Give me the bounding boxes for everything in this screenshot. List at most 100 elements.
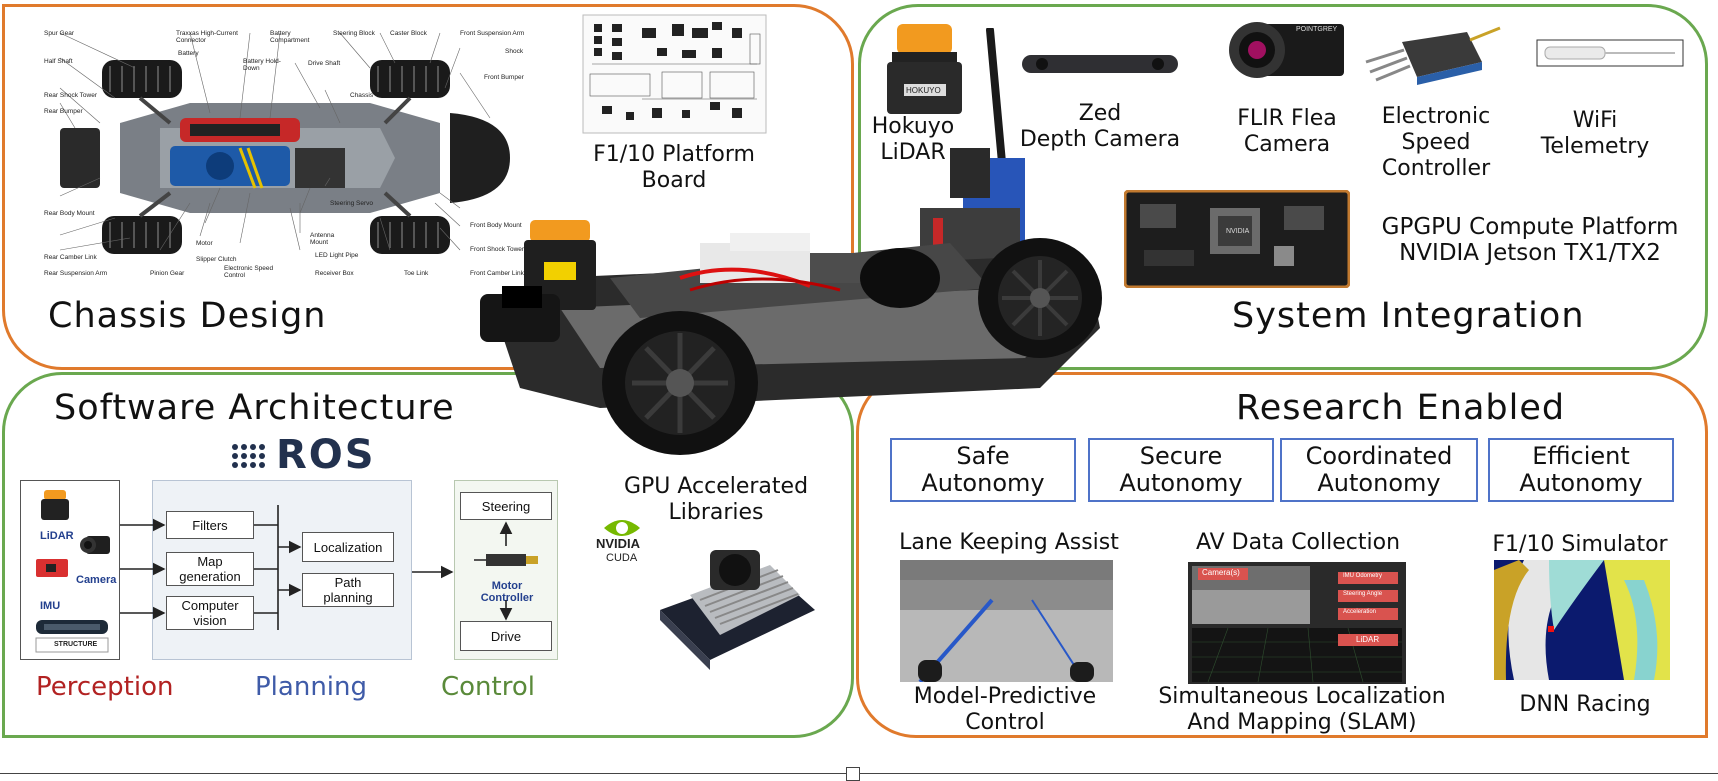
chassis-label: Steering Servo — [330, 200, 373, 207]
av-data-accel-tag: Acceleration — [1343, 609, 1377, 615]
gpgpu-label-line: NVIDIA Jetson TX1/TX2 — [1399, 240, 1661, 266]
dnn-caption-line: DNN Racing — [1519, 692, 1651, 717]
software-title: Software Architecture — [54, 388, 455, 428]
coordinated-autonomy-box: Coordinated Autonomy — [1280, 438, 1478, 502]
system-component-label: WiFi Telemetry — [1530, 108, 1660, 160]
chassis-label: Battery Hold-Down — [243, 58, 281, 72]
gpgpu-label: GPGPU Compute Platform NVIDIA Jetson TX1… — [1350, 214, 1710, 266]
nvidia-label: NVIDIA — [596, 536, 641, 551]
dnn-caption: DNN Racing — [1480, 692, 1690, 718]
chassis-label: Traxxas High-Current Connector — [176, 30, 238, 44]
slam-caption: Simultaneous Localization And Mapping (S… — [1130, 684, 1474, 736]
chassis-label: Rear Shock Tower — [44, 92, 97, 99]
research-box-line: Autonomy — [921, 469, 1045, 497]
system-component-label-line: LiDAR — [880, 140, 946, 165]
flir-camera-image — [1229, 22, 1344, 78]
av-data-caption: AV Data Collection — [1195, 530, 1401, 555]
research-box-line: Secure — [1139, 442, 1223, 470]
av-data-imu-tag: IMU Odometry — [1343, 573, 1383, 579]
chassis-label: Caster Block — [390, 30, 427, 37]
lidar-sensor-label: LiDAR — [40, 530, 74, 542]
simulator-caption: F1/10 Simulator — [1492, 532, 1668, 557]
jetson-board-image — [1124, 190, 1350, 288]
map-generation-box: Map generation — [166, 552, 254, 586]
jetson-devkit-image — [660, 550, 815, 670]
platform-board-label: F1/10 Platform Board — [574, 142, 774, 194]
lane-keeping-caption: Lane Keeping Assist — [899, 530, 1119, 555]
lane-keeping-image — [900, 560, 1113, 682]
chassis-label: Battery — [178, 50, 199, 57]
control-legend: Control — [441, 672, 535, 702]
chassis-label: Battery Compartment — [270, 30, 310, 44]
chassis-label: Half Shaft — [44, 58, 73, 65]
chassis-label: Front Body Mount — [470, 222, 522, 229]
motor-controller-label: Motor Controller — [480, 580, 534, 604]
system-component-label-line: Camera — [1243, 132, 1331, 157]
av-data-steering-tag: Steering Angle — [1343, 591, 1383, 597]
chassis-label: Pinion Gear — [150, 270, 185, 277]
av-data-lidar-tag: LiDAR — [1356, 635, 1380, 644]
system-component-label-line: Telemetry — [1540, 134, 1650, 159]
safe-autonomy-box: Safe Autonomy — [890, 438, 1076, 502]
perception-legend: Perception — [36, 672, 174, 702]
research-box-line: Coordinated — [1305, 442, 1453, 470]
platform-board-image — [582, 14, 767, 134]
chassis-label: Slipper Clutch — [196, 256, 237, 263]
chassis-label: Rear Body Mount — [44, 210, 95, 217]
slam-caption-line: And Mapping (SLAM) — [1187, 710, 1417, 735]
system-component-label-line: WiFi — [1572, 108, 1618, 133]
chassis-label: Chassis — [350, 92, 374, 99]
hokuyo-lidar-image — [887, 24, 962, 114]
chassis-label: Receiver Box — [315, 270, 354, 277]
slam-caption-line: Simultaneous Localization — [1158, 684, 1446, 709]
research-box-line: Safe — [956, 442, 1010, 470]
system-component-label: FLIR Flea Camera — [1222, 106, 1352, 158]
system-title: System Integration — [1232, 296, 1585, 336]
f110-car-image — [480, 28, 1102, 455]
chassis-label: Rear Camber Link — [44, 254, 97, 261]
gpgpu-label-line: GPGPU Compute Platform — [1381, 214, 1679, 240]
structure-sensor-icon — [35, 620, 109, 653]
lidar-sensor-icon — [41, 490, 69, 520]
research-title: Research Enabled — [1236, 388, 1566, 428]
filters-box: Filters — [166, 511, 254, 539]
chassis-label: Front Shock Tower — [470, 246, 525, 253]
chassis-label: Rear Suspension Arm — [44, 270, 108, 277]
pointgrey-badge: POINTGREY — [1296, 26, 1338, 33]
chassis-title: Chassis Design — [48, 296, 327, 336]
system-component-label-line: Depth Camera — [1019, 127, 1181, 152]
drive-box: Drive — [460, 621, 552, 651]
chassis-diagram — [59, 32, 510, 254]
platform-board-label-line: F1/10 Platform — [593, 142, 755, 167]
chassis-label: LED Light Pipe — [315, 252, 359, 259]
jetson-chip-label: NVIDIA — [1226, 228, 1250, 235]
chassis-label: Toe Link — [404, 270, 429, 277]
system-component-label-line: Zed — [1078, 101, 1122, 126]
planning-legend: Planning — [255, 672, 367, 702]
efficient-autonomy-box: Efficient Autonomy — [1488, 438, 1674, 502]
system-component-label: Hokuyo LiDAR — [848, 114, 978, 166]
chassis-label: Front Suspension Arm — [460, 30, 525, 37]
chassis-label: Steering Block — [333, 30, 375, 37]
chassis-label: Drive Shaft — [308, 60, 341, 67]
motor-icon — [474, 554, 538, 566]
research-box-line: Autonomy — [1119, 469, 1243, 497]
simulator-image — [1494, 560, 1670, 680]
ros-label: ROS — [276, 432, 376, 478]
camera-sensor-icon — [80, 536, 110, 554]
mpc-caption-line: Control — [965, 710, 1045, 735]
chassis-label: Spur Gear — [44, 30, 74, 37]
system-component-label: Electronic Speed Controller — [1368, 104, 1504, 182]
system-component-label-line: Electronic — [1381, 104, 1491, 129]
zed-camera-image — [1022, 55, 1178, 73]
wifi-telemetry-image — [1536, 39, 1684, 67]
chassis-label: Front Bumper — [484, 74, 524, 81]
system-component-label-line: Hokuyo — [871, 114, 955, 139]
localization-box: Localization — [302, 532, 394, 562]
gpu-libraries-label-line: Libraries — [668, 500, 764, 525]
research-box-line: Efficient — [1532, 442, 1630, 470]
chassis-label: Shock — [505, 48, 524, 55]
path-planning-box: Path planning — [302, 573, 394, 607]
chassis-label: Motor — [196, 240, 213, 247]
chassis-label: Rear Bumper — [44, 108, 83, 115]
